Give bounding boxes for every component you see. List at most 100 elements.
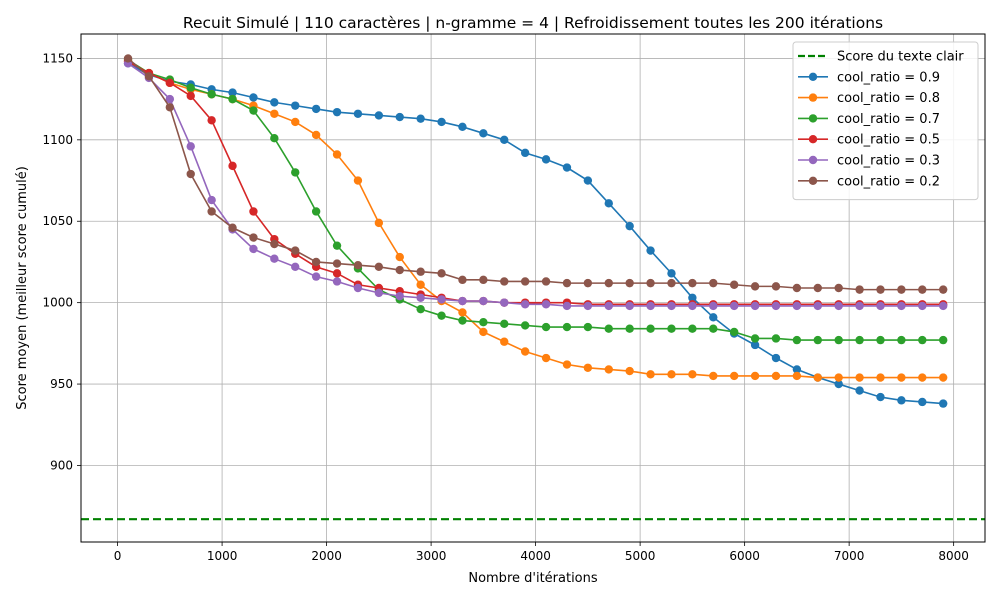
series-layer — [123, 54, 948, 408]
data-point — [729, 371, 739, 381]
data-point — [186, 91, 195, 101]
data-point — [834, 301, 843, 311]
data-point — [541, 300, 551, 309]
data-point — [332, 241, 342, 250]
data-point — [938, 399, 948, 408]
x-tick-label: 5000 — [625, 549, 656, 563]
data-point — [855, 386, 864, 395]
data-point — [813, 335, 822, 345]
data-point — [270, 239, 279, 249]
legend-label: cool_ratio = 0.7 — [837, 112, 940, 127]
data-point — [500, 135, 509, 145]
data-point — [479, 317, 488, 327]
data-point — [249, 233, 258, 242]
data-point — [688, 293, 697, 302]
series-line — [127, 57, 944, 291]
chart-title: Recuit Simulé | 110 caractères | n-gramm… — [183, 14, 883, 32]
data-point — [332, 277, 342, 286]
data-point — [500, 298, 509, 307]
data-point — [520, 148, 530, 158]
data-point — [541, 353, 551, 363]
data-point — [395, 265, 404, 275]
data-point — [834, 379, 843, 389]
data-point — [855, 335, 864, 345]
data-point — [249, 93, 258, 102]
data-point — [270, 254, 279, 263]
data-point — [562, 360, 572, 369]
data-point — [897, 285, 906, 294]
data-point — [165, 78, 175, 88]
data-point — [458, 308, 467, 317]
series-6 — [123, 54, 948, 294]
data-point — [855, 285, 864, 294]
data-point — [353, 261, 363, 270]
data-point — [270, 109, 279, 118]
x-axis-ticks: 0 1000 2000 3000 4000 5000 6000 7000 8000 — [114, 542, 969, 563]
data-point — [291, 117, 300, 127]
data-point — [374, 262, 384, 272]
data-point — [625, 324, 634, 333]
data-point — [646, 246, 655, 255]
data-point — [520, 321, 530, 330]
data-point — [291, 262, 300, 272]
data-point — [750, 340, 760, 350]
data-point — [228, 88, 237, 97]
data-point — [897, 301, 906, 311]
data-point — [876, 373, 885, 382]
data-point — [562, 322, 572, 332]
data-point — [918, 301, 927, 311]
data-point — [437, 295, 446, 304]
plot-frame — [80, 33, 986, 543]
data-point — [750, 301, 760, 311]
data-point — [416, 304, 425, 314]
series-line — [127, 59, 944, 379]
data-point — [186, 169, 195, 179]
data-point — [458, 275, 467, 285]
data-point — [834, 373, 843, 382]
data-point — [395, 252, 404, 262]
x-tick-label: 6000 — [729, 549, 760, 563]
series-line — [127, 60, 944, 306]
x-tick-label: 2000 — [311, 549, 342, 563]
data-point — [813, 283, 822, 293]
data-point — [416, 280, 425, 289]
data-point — [876, 285, 885, 294]
data-point — [646, 370, 655, 379]
data-point — [353, 176, 363, 185]
data-point — [291, 168, 300, 177]
data-point — [625, 221, 634, 231]
data-point — [918, 397, 927, 407]
data-point — [500, 337, 509, 346]
data-point — [792, 371, 802, 381]
data-point — [771, 353, 781, 363]
data-point — [709, 324, 718, 333]
data-point — [395, 112, 404, 122]
legend-label: Score du texte clair — [837, 50, 964, 65]
x-tick-label: 8000 — [938, 549, 969, 563]
data-point — [583, 301, 593, 311]
data-point — [520, 300, 530, 309]
data-point — [667, 269, 676, 278]
data-point — [562, 301, 572, 311]
legend-label: cool_ratio = 0.5 — [837, 133, 940, 148]
series-2 — [123, 55, 948, 382]
series-line — [127, 62, 944, 405]
y-tick-label: 1100 — [42, 133, 73, 147]
data-point — [792, 301, 802, 311]
data-point — [813, 373, 822, 382]
data-point — [834, 283, 843, 293]
data-point — [729, 280, 739, 289]
legend-box — [792, 41, 979, 201]
data-point — [144, 72, 154, 81]
data-point — [771, 301, 781, 311]
legend-swatch-marker — [808, 135, 818, 144]
y-axis-ticks: 900 950 1000 1050 1100 1150 — [42, 51, 81, 472]
legend-swatch-marker — [808, 155, 818, 165]
data-point — [437, 117, 446, 127]
data-point — [562, 163, 572, 172]
data-point — [374, 288, 384, 298]
data-point — [938, 285, 948, 294]
series-5 — [123, 59, 948, 311]
data-point — [918, 335, 927, 345]
